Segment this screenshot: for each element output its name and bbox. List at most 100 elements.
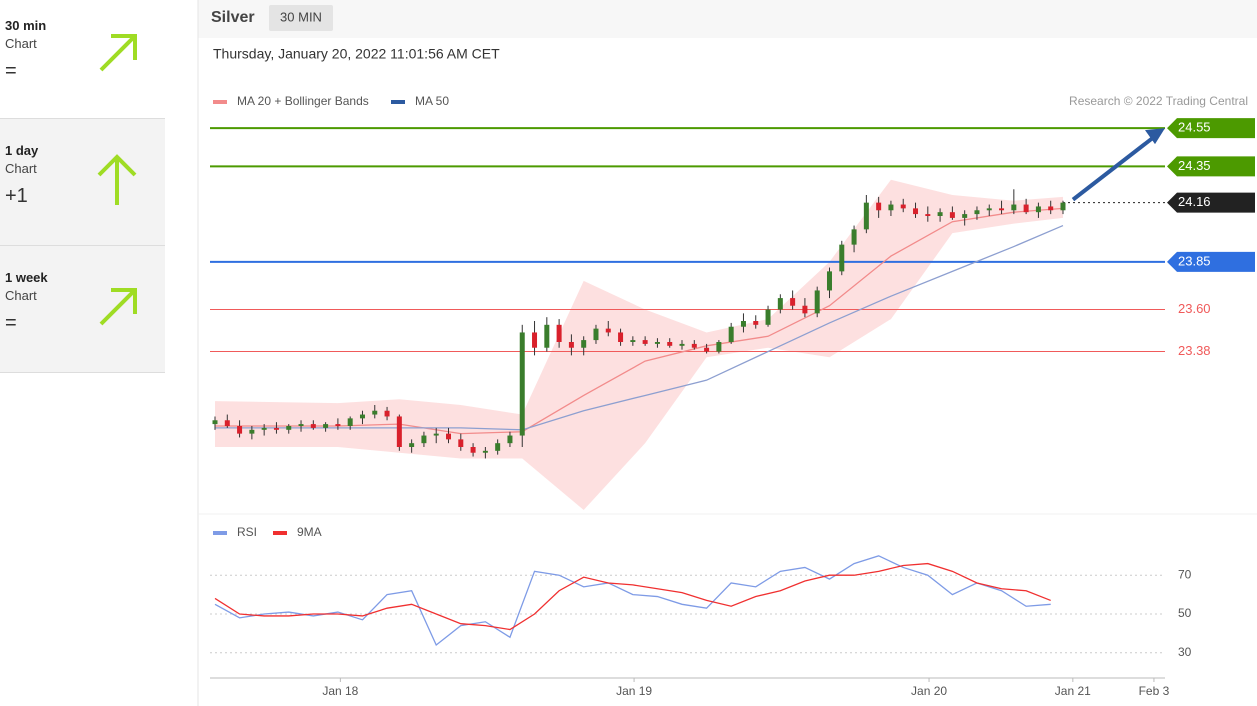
- legend-label: MA 50: [415, 94, 449, 108]
- candle-body: [372, 410, 378, 415]
- legend-swatch: [213, 531, 227, 535]
- candle-body: [384, 410, 390, 417]
- legend-label: RSI: [237, 525, 257, 539]
- level-label: 23.60: [1178, 301, 1211, 316]
- x-tick-label: Jan 18: [322, 684, 358, 698]
- candle-body: [605, 328, 611, 333]
- signal-item[interactable]: 1 day Chart +1: [0, 119, 165, 246]
- candle-body: [716, 342, 722, 352]
- candle-body: [777, 298, 783, 310]
- candle-body: [446, 433, 452, 440]
- timestamp: Thursday, January 20, 2022 11:01:56 AM C…: [213, 46, 500, 62]
- candle-body: [753, 321, 759, 325]
- candle-body: [1048, 206, 1054, 211]
- candle-body: [740, 321, 746, 327]
- series-line: [214, 562, 1051, 631]
- level-label: 24.35: [1178, 158, 1211, 173]
- candle-body: [273, 427, 279, 430]
- bollinger-band: [215, 179, 1063, 510]
- level-tag: [1167, 251, 1255, 272]
- candle-body: [458, 439, 464, 447]
- candle-body: [826, 271, 832, 291]
- candle-body: [347, 418, 353, 426]
- candle-body: [925, 214, 931, 216]
- candle-body: [409, 443, 415, 447]
- legend-label: MA 20 + Bollinger Bands: [237, 94, 369, 108]
- candle-body: [888, 204, 894, 211]
- candle-body: [323, 424, 329, 428]
- candle-body: [495, 443, 501, 451]
- candle-body: [851, 229, 857, 245]
- candle-body: [728, 326, 734, 342]
- candle-body: [507, 435, 513, 444]
- candle-body: [1023, 204, 1029, 213]
- score: =: [5, 312, 17, 334]
- candle-body: [986, 208, 992, 211]
- candle-body: [212, 420, 218, 425]
- candle-body: [900, 204, 906, 209]
- candle-body: [396, 416, 402, 447]
- candle-body: [359, 414, 365, 419]
- candle-body: [974, 210, 980, 215]
- level-tag: [1167, 118, 1255, 139]
- ma-line: [215, 224, 1064, 431]
- candle-body: [224, 420, 230, 426]
- candle-body: [335, 424, 341, 426]
- candle-body: [298, 424, 304, 426]
- candle-body: [913, 208, 919, 215]
- candle-body: [962, 214, 968, 218]
- candle-body: [556, 324, 562, 342]
- legend-swatch: [213, 100, 227, 104]
- candle-body: [482, 450, 488, 453]
- signal-item[interactable]: 1 week Chart =: [0, 246, 165, 373]
- candle-body: [790, 298, 796, 306]
- period: 1 week: [5, 270, 48, 285]
- candle-body: [630, 340, 636, 342]
- x-tick-label: Feb 3: [1139, 684, 1170, 698]
- y-tick-label: 30: [1178, 645, 1192, 659]
- candle-body: [937, 212, 943, 216]
- candle-body: [237, 426, 243, 434]
- x-tick-label: Jan 19: [616, 684, 652, 698]
- candle-body: [568, 342, 574, 348]
- candle-body: [999, 208, 1005, 211]
- candle-body: [618, 332, 624, 342]
- candle-body: [421, 435, 427, 444]
- score: +1: [5, 185, 28, 207]
- signal-item[interactable]: 30 min Chart =: [0, 0, 165, 119]
- candle-body: [1060, 202, 1066, 211]
- timeframe-badge[interactable]: [269, 5, 333, 31]
- legend-label: 9MA: [297, 525, 322, 539]
- candle-body: [691, 343, 697, 348]
- ma-line: [215, 207, 1064, 435]
- candle-body: [949, 212, 955, 218]
- candle-body: [1011, 204, 1017, 211]
- score: =: [5, 60, 17, 82]
- candle-body: [667, 342, 673, 346]
- candle-body: [286, 426, 292, 430]
- candle-body: [532, 332, 538, 348]
- candle-body: [1035, 206, 1041, 213]
- candle-body: [802, 305, 808, 314]
- legend-swatch: [273, 531, 287, 535]
- candle-body: [581, 340, 587, 348]
- candle-body: [876, 202, 882, 211]
- y-tick-label: 50: [1178, 606, 1192, 620]
- label: Chart: [5, 288, 37, 303]
- timeframe: 30 MIN: [280, 9, 322, 24]
- candle-body: [642, 340, 648, 344]
- instrument: Silver: [211, 9, 255, 26]
- candle-body: [310, 424, 316, 428]
- series-line: [214, 555, 1051, 647]
- target-arrow: [1071, 134, 1157, 202]
- period: 1 day: [5, 143, 39, 158]
- level-tag: [1167, 156, 1255, 177]
- y-tick-label: 70: [1178, 567, 1192, 581]
- candle-body: [544, 324, 550, 348]
- candle-body: [839, 244, 845, 272]
- arrow-icon: [99, 34, 137, 72]
- candle-body: [679, 343, 685, 346]
- candle-body: [704, 347, 710, 352]
